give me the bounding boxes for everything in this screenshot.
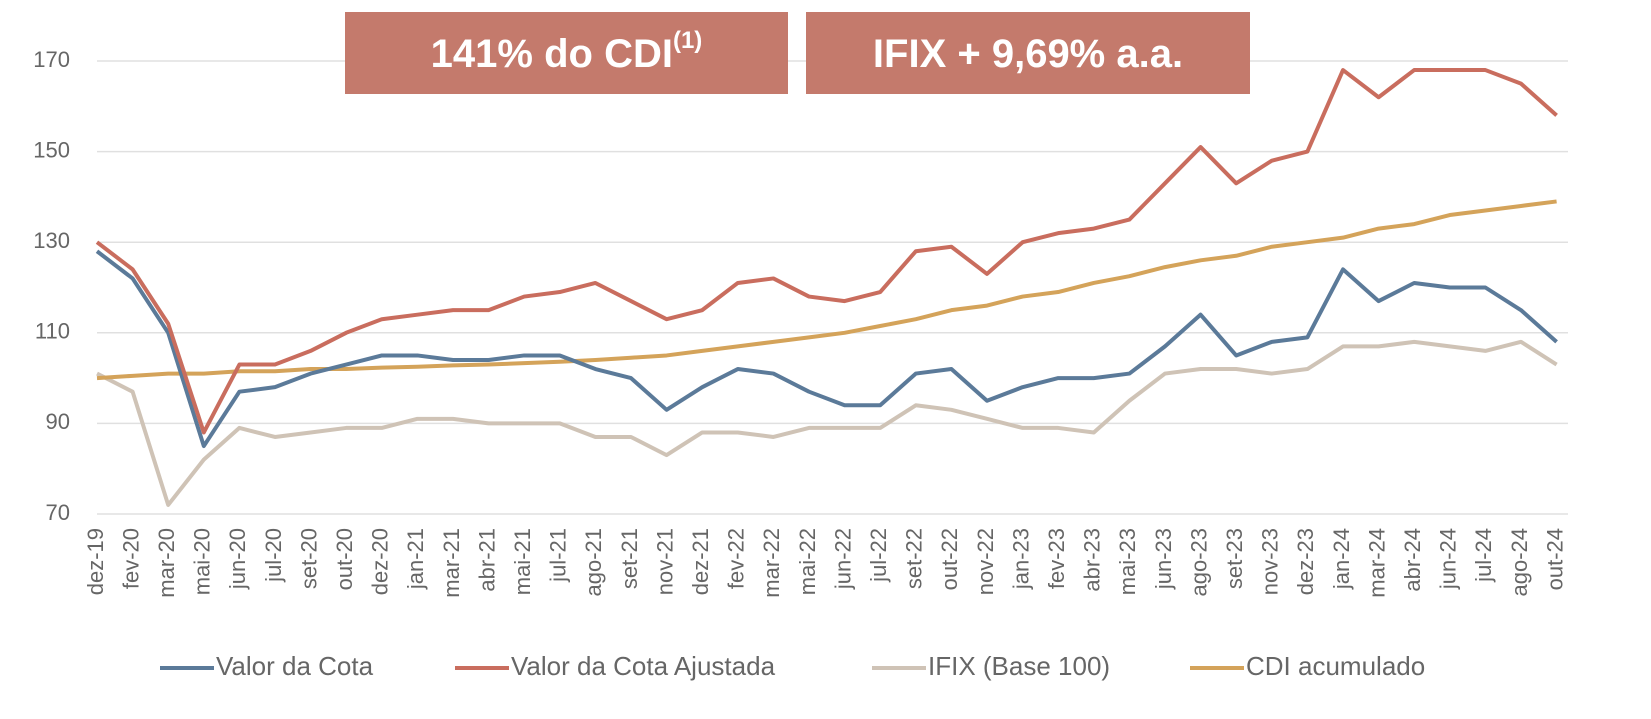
x-tick-label: jul-21	[546, 528, 571, 583]
x-tick-label: jun-23	[1151, 528, 1176, 590]
annotation: IFIX + 9,69% a.a.	[873, 32, 1183, 76]
x-tick-label: mar-20	[154, 528, 179, 598]
x-tick-label: jan-24	[1329, 528, 1354, 590]
x-tick-label: fev-22	[724, 528, 749, 589]
x-tick-label: mai-22	[795, 528, 820, 595]
x-tick-label: set-21	[617, 528, 642, 589]
x-tick-label: nov-21	[652, 528, 677, 595]
x-tick-label: jan-23	[1008, 528, 1033, 590]
x-tick-label: jul-24	[1471, 528, 1496, 583]
x-tick-label: jun-22	[830, 528, 855, 590]
x-tick-label: out-20	[332, 528, 357, 590]
x-tick-label: abr-24	[1400, 528, 1425, 592]
y-tick-label: 130	[33, 228, 70, 253]
x-tick-label: out-22	[937, 528, 962, 590]
x-tick-label: fev-23	[1044, 528, 1069, 589]
x-tick-label: abr-21	[474, 528, 499, 592]
x-tick-label: mar-22	[759, 528, 784, 598]
x-tick-label: mar-24	[1364, 528, 1389, 598]
x-tick-label: fev-20	[118, 528, 143, 589]
x-tick-label: nov-23	[1258, 528, 1283, 595]
annotation-text: IFIX + 9,69% a.a.	[873, 32, 1183, 76]
annotation-box	[806, 12, 1250, 94]
legend-label: Valor da Cota Ajustada	[511, 651, 776, 681]
series-line	[95, 249, 1558, 449]
legend-label: IFIX (Base 100)	[928, 651, 1110, 681]
x-tick-label: dez-20	[368, 528, 393, 595]
x-tick-label: jan-21	[403, 528, 428, 590]
annotation-sup: (1)	[673, 27, 702, 54]
annotation-text: 141% do CDI	[431, 32, 673, 76]
y-tick-label: 70	[46, 500, 70, 525]
y-tick-label: 170	[33, 47, 70, 72]
y-tick-label: 110	[35, 319, 70, 344]
x-tick-label: set-23	[1222, 528, 1247, 589]
series-line	[96, 339, 1558, 507]
x-tick-label: mai-20	[190, 528, 215, 595]
x-tick-label: jul-22	[866, 528, 891, 583]
y-tick-label: 90	[46, 409, 70, 434]
x-tick-label: abr-23	[1080, 528, 1105, 592]
annotation-box	[345, 12, 788, 94]
x-tick-label: ago-23	[1186, 528, 1211, 597]
legend-label: Valor da Cota	[216, 651, 374, 681]
x-tick-label: mai-23	[1115, 528, 1140, 595]
x-tick-label: out-24	[1542, 528, 1567, 590]
x-tick-label: ago-24	[1507, 528, 1532, 597]
series-line	[95, 68, 1558, 435]
y-tick-label: 150	[33, 137, 70, 162]
x-tick-label: set-20	[296, 528, 321, 589]
annotation: 141% do CDI(1)	[431, 27, 703, 75]
x-tick-label: jun-24	[1436, 528, 1461, 590]
legend-label: CDI acumulado	[1246, 651, 1425, 681]
series-line	[96, 199, 1557, 381]
x-tick-label: dez-23	[1293, 528, 1318, 595]
x-tick-label: ago-21	[581, 528, 606, 597]
x-tick-label: dez-21	[688, 528, 713, 595]
x-tick-label: nov-22	[973, 528, 998, 595]
x-tick-label: mai-21	[510, 528, 535, 595]
x-tick-label: set-22	[902, 528, 927, 589]
x-tick-label: dez-19	[83, 528, 108, 595]
x-tick-label: jul-20	[261, 528, 286, 583]
x-tick-label: jun-20	[225, 528, 250, 590]
x-tick-label: mar-21	[439, 528, 464, 598]
